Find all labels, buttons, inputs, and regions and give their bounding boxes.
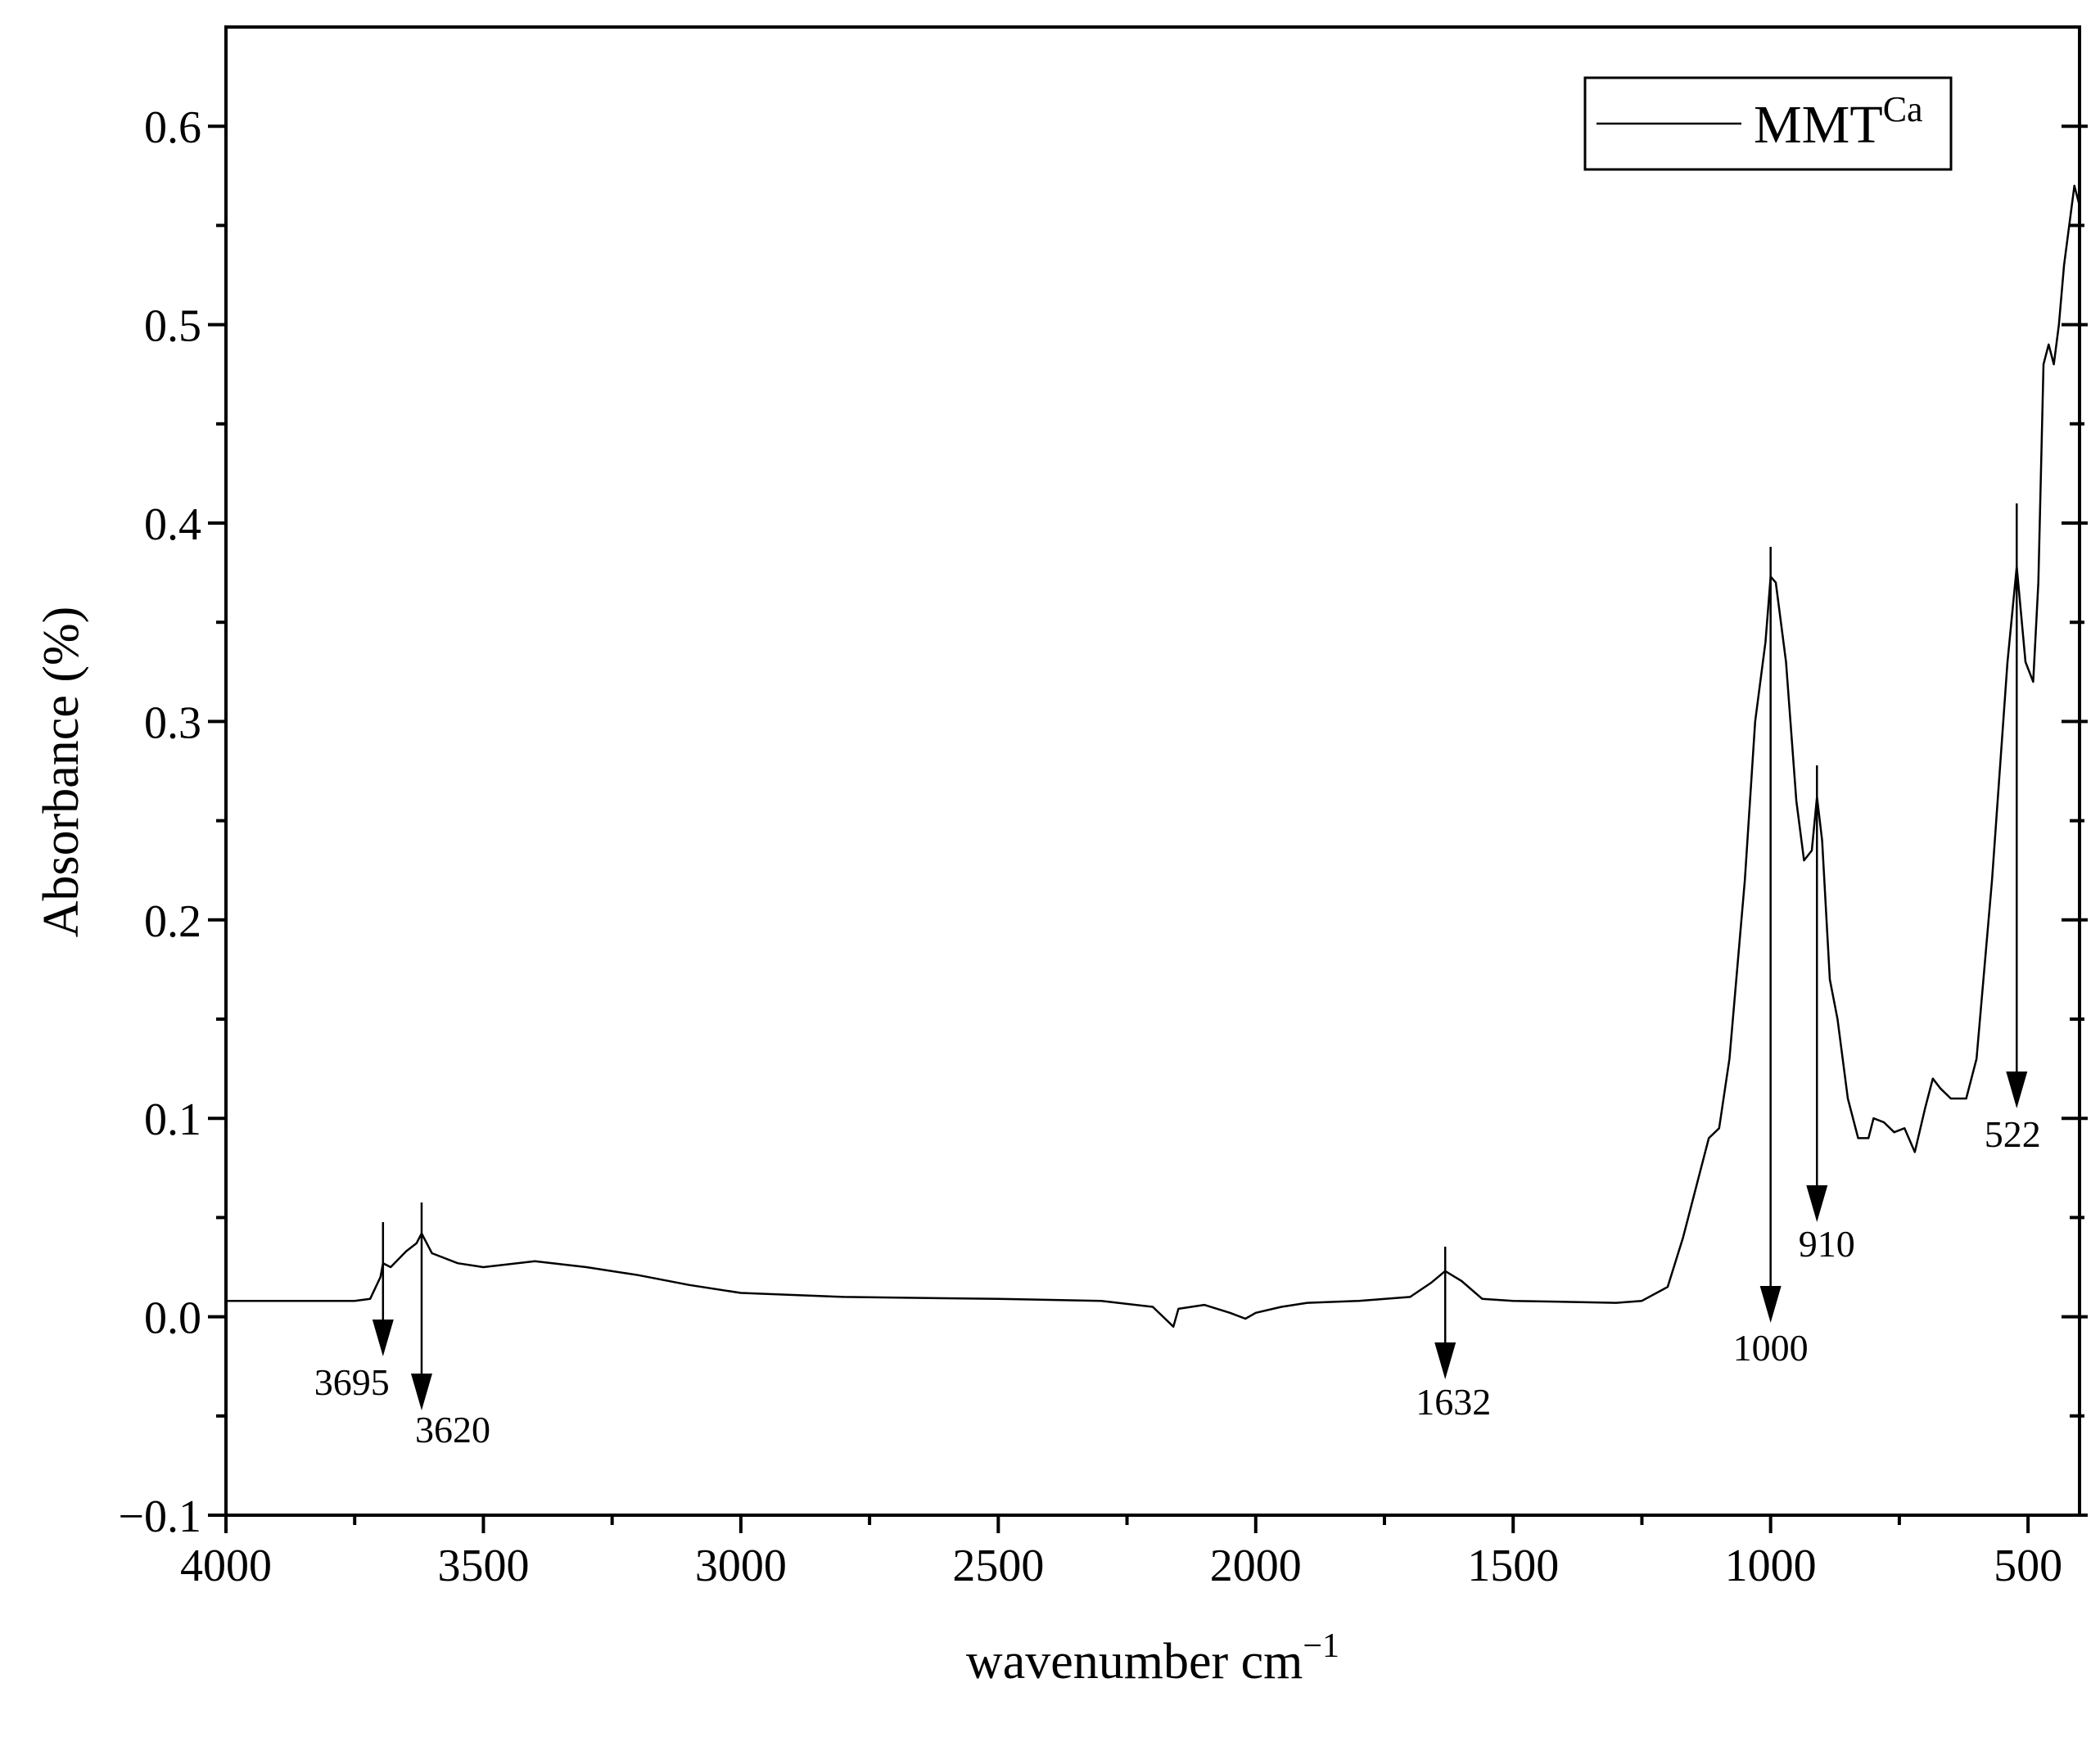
- x-tick-label: 4000: [180, 1541, 272, 1591]
- peak-label: 3695: [314, 1361, 390, 1403]
- x-axis-label-text: wavenumber cm: [966, 1634, 1303, 1690]
- peak-label: 1632: [1416, 1381, 1491, 1423]
- legend-superscript: Ca: [1883, 89, 1923, 129]
- plot-frame: [224, 25, 2081, 1517]
- peak-arrowhead: [1759, 1286, 1782, 1323]
- y-axis-label: Absorbance (%): [34, 607, 89, 938]
- legend-label: MMTCa: [1754, 89, 1923, 155]
- y-tick-label: 0.0: [144, 1293, 201, 1344]
- x-tick-label: 2000: [1210, 1541, 1302, 1591]
- peak-label: 3620: [415, 1409, 490, 1451]
- y-tick-label: 0.5: [144, 301, 201, 352]
- peak-label: 1000: [1733, 1327, 1809, 1369]
- y-tick-label: 0.3: [144, 697, 201, 748]
- peak-label: 910: [1799, 1223, 1855, 1265]
- y-tick-label: −0.1: [118, 1491, 201, 1542]
- x-tick-label: 500: [1994, 1541, 2062, 1591]
- peak-arrowhead: [410, 1374, 432, 1410]
- y-tick-label: 0.1: [144, 1094, 201, 1145]
- peak-label: 522: [1985, 1113, 2041, 1155]
- x-axis-label-superscript: −1: [1303, 1627, 1339, 1665]
- x-tick-label: 3000: [695, 1541, 787, 1591]
- peak-arrowhead: [372, 1320, 394, 1356]
- x-tick-label: 2500: [952, 1541, 1044, 1591]
- x-axis-label: wavenumber cm−1: [966, 1627, 1339, 1690]
- peak-arrowhead: [2006, 1072, 2028, 1108]
- x-tick-label: 1000: [1725, 1541, 1817, 1591]
- x-tick-label: 1500: [1467, 1541, 1559, 1591]
- y-tick-label: 0.4: [144, 499, 201, 550]
- x-tick-label: 3500: [437, 1541, 529, 1591]
- y-tick-label: 0.6: [144, 102, 201, 153]
- y-tick-label: 0.2: [144, 896, 201, 947]
- spectrum-line: [226, 184, 2081, 1328]
- legend-name: MMT: [1754, 95, 1883, 155]
- peak-arrowhead: [1434, 1342, 1456, 1379]
- peak-arrowhead: [1806, 1185, 1828, 1222]
